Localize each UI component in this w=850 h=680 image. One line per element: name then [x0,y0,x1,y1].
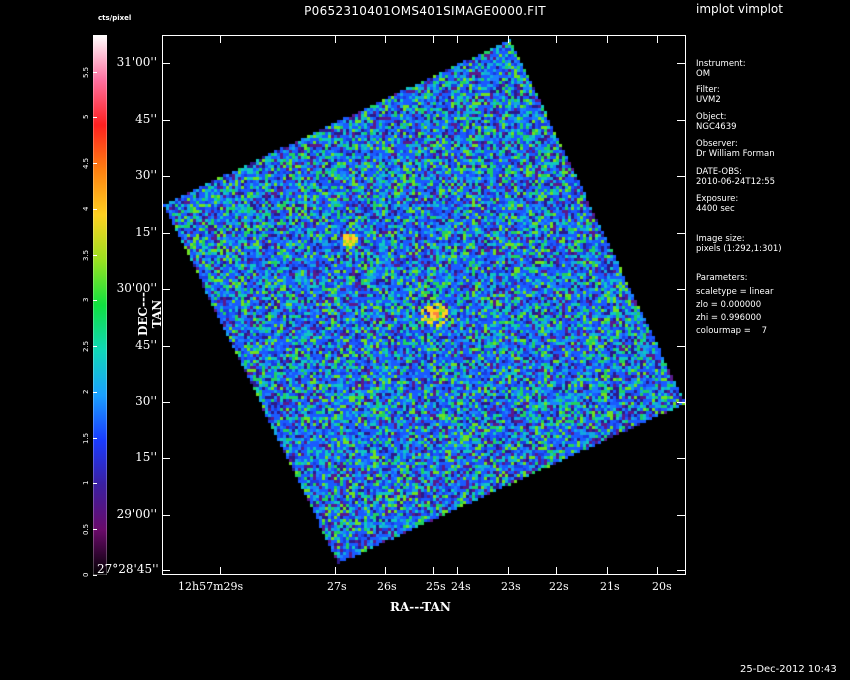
dec-tick [162,570,170,571]
colorbar-ticks: 0 0.5 1 1.5 2 2.5 3 3.5 4 4.5 5 5.5 [80,35,97,577]
dec-tick [677,346,685,347]
instrument-label: Instrument: [696,59,746,69]
colorbar-tick [93,437,97,439]
dec-tick [677,176,685,177]
colorbar-tick [93,483,97,485]
dec-tick [677,402,685,403]
dec-tick-label: 45'' [135,112,157,126]
image-title: P0652310401OMS401SIMAGE0000.FIT [304,4,546,18]
ra-tick [508,35,509,43]
parameters-label: Parameters: [696,273,748,283]
ra-tick [220,567,221,575]
dec-tick [162,458,170,459]
ra-tick-label: 23s [501,580,521,593]
dec-tick [677,63,685,64]
ra-tick [433,35,434,43]
exposure-value: 4400 sec [696,204,735,214]
ra-tick [385,35,386,43]
app-label: implot vimplot [696,2,783,16]
dec-tick-label: 27°28'45'' [97,562,159,576]
colorbar-tick [93,300,97,302]
dec-tick-label: 30'' [135,168,157,182]
ra-tick [607,35,608,43]
dec-tick-label: 30'' [135,394,157,408]
ra-tick-label: 24s [451,580,471,593]
colorbar-tick [93,575,97,576]
image-size-value: pixels (1:292,1:301) [696,244,782,254]
dec-tick [162,120,170,121]
scaletype-value: scaletype = linear [696,287,774,297]
observer-value: Dr William Forman [696,149,775,159]
ra-tick [335,567,336,575]
colourmap-value: colourmap = 7 [696,326,768,336]
dec-tick [677,458,685,459]
ra-tick [385,567,386,575]
ra-tick-label: 27s [327,580,347,593]
zhi-value: zhi = 0.996000 [696,313,762,323]
colorbar-tick [93,163,97,165]
zlo-value: zlo = 0.000000 [696,300,762,310]
observer-label: Observer: [696,139,738,149]
filter-label: Filter: [696,85,720,95]
ra-tick-label: 22s [549,580,569,593]
dec-tick [677,570,685,571]
colorbar-tick [93,529,97,531]
timestamp: 25-Dec-2012 10:43 [740,664,837,675]
ra-tick-label: 26s [377,580,397,593]
date-value: 2010-06-24T12:55 [696,177,776,187]
dec-tick-label: 30'00'' [116,281,157,295]
ra-tick-label: 21s [600,580,620,593]
dec-tick-label: 29'00'' [116,507,157,521]
dec-tick [677,233,685,234]
ra-axis-title: RA---TAN [390,600,451,614]
dec-tick-label: 15'' [135,225,157,239]
ra-tick [508,567,509,575]
dec-tick-label: 45'' [135,338,157,352]
dec-tick [162,289,170,290]
ra-tick [556,567,557,575]
dec-tick [162,233,170,234]
dec-tick [162,515,170,516]
dec-tick [162,346,170,347]
colorbar-tick [93,391,97,393]
ra-tick-label: 20s [652,580,672,593]
dec-tick [162,63,170,64]
ra-tick-label: 12h57m29s [178,580,244,593]
ra-tick [433,567,434,575]
object-value: NGC4639 [696,122,737,132]
ra-tick [457,567,458,575]
colorbar-tick [93,117,97,119]
filter-value: UVM2 [696,95,721,105]
dec-tick [162,402,170,403]
date-label: DATE-OBS: [696,167,743,177]
colorbar-unit-label: cts/pixel [98,14,132,22]
exposure-label: Exposure: [696,194,739,204]
image-size-label: Image size: [696,234,745,244]
dec-axis-title: DEC---TAN [136,291,164,337]
dec-tick [677,515,685,516]
plot-frame [162,35,686,575]
instrument-value: OM [696,69,711,79]
object-label: Object: [696,112,727,122]
ra-tick-label: 25s [426,580,446,593]
ra-tick [457,35,458,43]
ra-tick [220,35,221,43]
ra-tick [607,567,608,575]
dec-tick [677,120,685,121]
dec-tick [677,289,685,290]
ra-tick [657,567,658,575]
dec-tick-label: 31'00'' [116,55,157,69]
dec-tick [162,176,170,177]
colorbar-tick [93,71,97,73]
ra-tick [335,35,336,43]
colorbar-tick [93,208,97,210]
ra-tick [657,35,658,43]
dec-tick-label: 15'' [135,450,157,464]
sky-image[interactable] [163,36,685,574]
ra-tick [556,35,557,43]
colorbar-tick [93,254,97,256]
colorbar-tick [93,346,97,348]
